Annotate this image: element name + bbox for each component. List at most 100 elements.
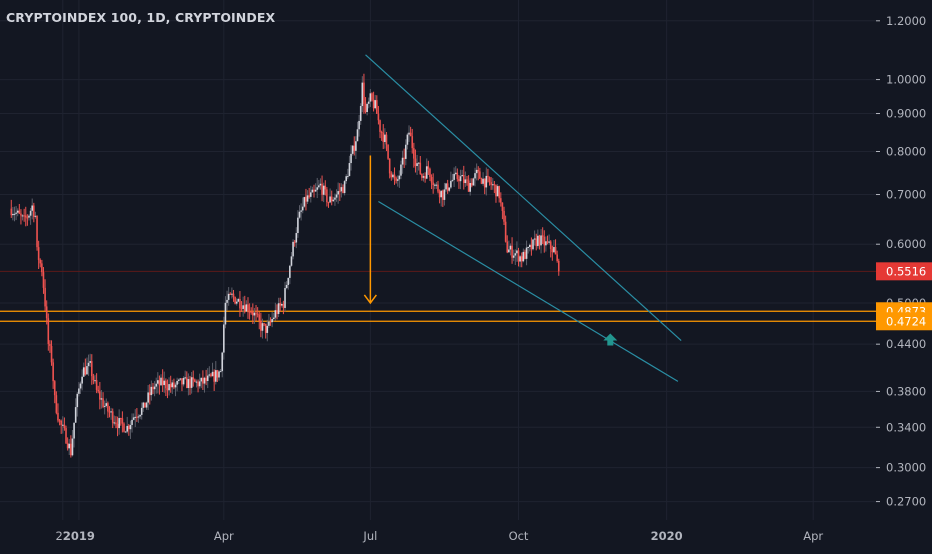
annotations (363, 155, 618, 346)
candle-body (409, 132, 412, 137)
candle-body (15, 212, 17, 214)
candle-body (205, 377, 207, 381)
candle-body (454, 172, 457, 174)
candle-body (140, 407, 143, 415)
time-tick-label: 2020 (651, 529, 683, 543)
candle-body (132, 417, 135, 420)
candle-body (493, 184, 496, 186)
candle-body (422, 176, 425, 178)
candle-body (451, 179, 454, 181)
candle-body (266, 325, 269, 333)
candle-body (139, 414, 141, 417)
candle-body (136, 416, 138, 418)
candle-body (71, 438, 74, 456)
candle-body (197, 381, 199, 387)
candle-body (477, 169, 480, 172)
candle-body (358, 120, 360, 130)
candle-body (105, 403, 108, 406)
candle-body (361, 82, 364, 107)
chart-title: CRYPTOINDEX 100, 1D, CRYPTOINDEX (6, 10, 276, 25)
candle-body (18, 210, 21, 214)
candle-body (39, 259, 42, 264)
candle-body (210, 374, 212, 377)
candle-body (487, 175, 489, 178)
candle-body (65, 428, 67, 444)
candle-body (240, 308, 243, 310)
candle-body (408, 132, 410, 135)
candle-body (371, 93, 373, 100)
candle-body (479, 171, 481, 179)
candle-body (485, 175, 488, 188)
candle-body (462, 175, 465, 184)
price-tick-label: 1.2000 (886, 14, 926, 28)
candle-body (520, 256, 523, 262)
candle-body (338, 191, 341, 193)
candle-body (169, 384, 172, 388)
trendline (378, 200, 679, 382)
candle-body (511, 245, 513, 258)
candle-body (554, 247, 557, 255)
candle-body (157, 380, 159, 384)
candle-body (126, 425, 129, 432)
candle-body (92, 376, 95, 381)
candle-body (10, 208, 13, 216)
price-tick-label: 0.3800 (886, 384, 926, 398)
candle-body (82, 367, 85, 377)
horizontal-levels (0, 270, 876, 322)
candle-body (31, 205, 34, 211)
candle-body (459, 176, 462, 182)
trendline (365, 54, 682, 341)
candle-body (425, 166, 428, 179)
candle-body (232, 293, 235, 298)
candle-body (78, 388, 80, 394)
candle-body (380, 131, 383, 133)
candle-body (163, 380, 166, 386)
candle-body (430, 177, 433, 183)
candle-body (501, 202, 504, 211)
candle-body (512, 255, 515, 258)
candle-body (13, 213, 16, 215)
candle-body (94, 380, 96, 382)
candle-body (155, 383, 157, 387)
candle-body (47, 318, 50, 344)
candle-body (374, 100, 376, 109)
candle-body (548, 241, 550, 243)
candle-body (298, 211, 301, 218)
candle-body (318, 185, 320, 188)
candle-body (41, 263, 43, 273)
candle-body (124, 431, 127, 433)
candle-body (45, 306, 48, 319)
candle-body (150, 386, 153, 396)
candle-body (103, 405, 106, 407)
candle-body (506, 241, 509, 253)
candle-body (509, 245, 512, 250)
candle-body (89, 361, 91, 363)
candle-body (50, 345, 53, 363)
candle-body (366, 103, 368, 113)
candle-body (400, 164, 402, 176)
candle-body (337, 191, 339, 195)
time-tick-label: Jul (362, 529, 377, 543)
candle-body (401, 157, 404, 165)
candle-body (442, 190, 444, 200)
candle-body (202, 377, 204, 384)
candle-body (404, 144, 407, 159)
candle-body (490, 182, 492, 185)
candle-body (295, 233, 298, 243)
candle-body (522, 251, 525, 262)
candle-body (110, 411, 112, 413)
candle-body (303, 197, 306, 207)
price-tick-label: 0.6000 (886, 237, 926, 251)
candle-body (279, 303, 281, 306)
candle-body (213, 371, 215, 382)
candle-body (108, 411, 111, 413)
candle-body (343, 181, 346, 194)
candle-body (239, 299, 241, 309)
candle-body (144, 402, 146, 408)
candle-body (458, 178, 460, 182)
candle-body (364, 103, 367, 113)
candle-body (189, 379, 191, 388)
candle-body (33, 205, 35, 217)
